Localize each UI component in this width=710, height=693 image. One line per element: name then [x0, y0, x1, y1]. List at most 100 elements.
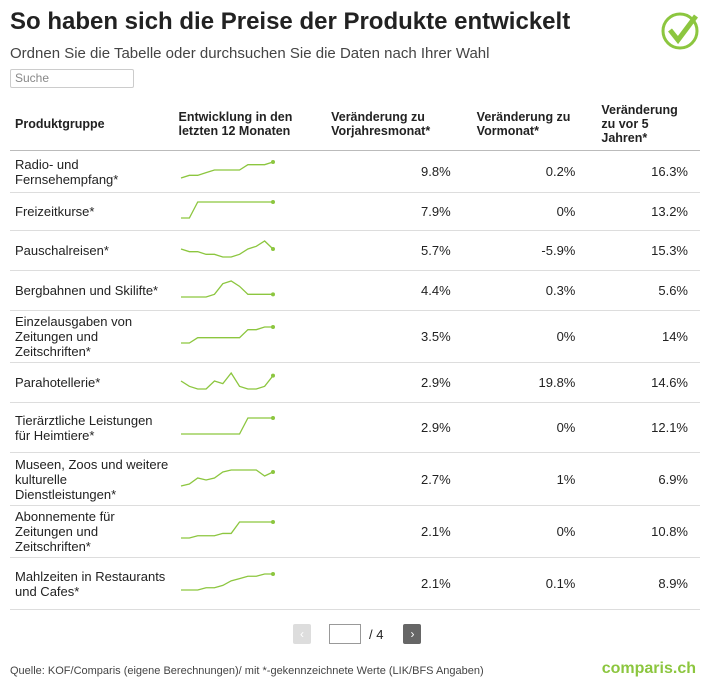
trend-cell	[173, 192, 318, 231]
trend-cell	[173, 452, 318, 506]
value-cell: 14%	[587, 310, 700, 363]
sparkline-path	[180, 326, 273, 344]
value-cell: 0.2%	[462, 150, 588, 193]
column-header: Veränderung zu vor 5 Jahren*	[587, 98, 700, 151]
sparkline-end	[270, 325, 275, 329]
trend-cell	[173, 557, 318, 610]
sparkline-end	[270, 572, 275, 576]
value-cell: 13.2%	[587, 192, 700, 231]
row: Pauschalreisen* 5.7% -5.9% 15.3%	[10, 230, 700, 271]
column-header: Veränderung zu Vormonat*	[462, 98, 588, 151]
sparkline-end	[270, 200, 275, 204]
title: So haben sich die Preise der Produkte en…	[10, 8, 571, 35]
trend-cell	[173, 505, 318, 558]
value-cell: 9.8%	[317, 150, 463, 193]
product-cell: Tierärztliche Leistungen für Heimtiere*	[10, 402, 174, 453]
table: Produktgruppe Entwicklung in den letzten …	[10, 98, 700, 610]
trend-cell	[173, 230, 318, 271]
trend-cell	[173, 150, 318, 193]
sparkline	[180, 200, 275, 219]
value-cell: 3.5%	[317, 310, 463, 363]
product-cell: Einzelausgaben von Zeitungen und Zeitsch…	[10, 310, 174, 363]
product-cell: Mahlzeiten in Restaurants und Cafes*	[10, 557, 174, 610]
sparkline	[180, 371, 275, 390]
sparkline-end	[270, 160, 275, 164]
next-button[interactable]: ›	[403, 624, 422, 644]
value-cell: 14.6%	[587, 362, 700, 403]
product-cell: Pauschalreisen*	[10, 230, 174, 271]
column-header: Produktgruppe	[10, 98, 174, 151]
product-cell: Radio- und Fernsehempfang*	[10, 150, 174, 193]
product-cell: Abonnemente für Zeitungen und Zeitschrif…	[10, 505, 174, 558]
value-cell: 5.6%	[587, 270, 700, 311]
row: Radio- und Fernsehempfang* 9.8% 0.2% 16.3%	[10, 150, 700, 193]
trend-cell	[173, 362, 318, 403]
source: Quelle: KOF/Comparis (eigene Berechnunge…	[10, 665, 484, 677]
sparkline-end	[270, 373, 275, 378]
value-cell: 0%	[462, 505, 588, 558]
sparkline	[180, 468, 275, 487]
sparkline-path	[180, 280, 273, 298]
value-cell: -5.9%	[462, 230, 588, 271]
value-cell: 15.3%	[587, 230, 700, 271]
value-cell: 0%	[462, 310, 588, 363]
column-header: Veränderung zu Vorjahresmonat*	[317, 98, 463, 151]
row: Abonnemente für Zeitungen und Zeitschrif…	[10, 505, 700, 558]
row: Parahotellerie* 2.9% 19.8% 14.6%	[10, 362, 700, 403]
value-cell: 2.1%	[317, 557, 463, 610]
value-cell: 0.3%	[462, 270, 588, 311]
sparkline-path	[180, 201, 273, 219]
sparkline-path	[180, 417, 273, 435]
sparkline	[180, 416, 275, 435]
value-cell: 10.8%	[587, 505, 700, 558]
value-cell: 5.7%	[317, 230, 463, 271]
value-cell: 1%	[462, 452, 588, 506]
sparkline-path	[180, 573, 273, 591]
value-cell: 19.8%	[462, 362, 588, 403]
value-cell: 2.1%	[317, 505, 463, 558]
trend-cell	[173, 402, 318, 453]
value-cell: 16.3%	[587, 150, 700, 193]
sparkline	[180, 325, 275, 344]
subtitle: Ordnen Sie die Tabelle oder durchsuchen …	[10, 45, 490, 62]
sparkline-end	[270, 520, 275, 524]
product-cell: Bergbahnen und Skilifte*	[10, 270, 174, 311]
sparkline-path	[180, 371, 274, 390]
trend-cell	[173, 270, 318, 311]
value-cell: 2.9%	[317, 402, 463, 453]
sparkline-path	[180, 521, 273, 539]
sparkline-end	[270, 469, 275, 474]
sparkline	[180, 160, 275, 179]
page-input[interactable]	[329, 624, 361, 644]
trend-cell	[173, 310, 318, 363]
row: Tierärztliche Leistungen für Heimtiere* 2…	[10, 402, 700, 453]
check-logo	[661, 12, 699, 50]
pagination: ‹ / 4 ›	[293, 624, 422, 644]
sparkline-path	[180, 161, 273, 179]
value-cell: 7.9%	[317, 192, 463, 231]
value-cell: 0%	[462, 192, 588, 231]
value-cell: 8.9%	[587, 557, 700, 610]
value-cell: 4.4%	[317, 270, 463, 311]
search-input[interactable]: Suche	[10, 69, 134, 88]
value-cell: 0%	[462, 402, 588, 453]
product-cell: Freizeitkurse*	[10, 192, 174, 231]
value-cell: 2.7%	[317, 452, 463, 506]
row: Museen, Zoos und weitere kulturelle Dien…	[10, 452, 700, 506]
sparkline	[180, 520, 275, 539]
value-cell: 12.1%	[587, 402, 700, 453]
row: Einzelausgaben von Zeitungen und Zeitsch…	[10, 310, 700, 363]
logo: comparis.ch	[601, 660, 696, 677]
sparkline	[180, 572, 275, 591]
product-cell: Museen, Zoos und weitere kulturelle Dien…	[10, 452, 174, 506]
sparkline-path	[180, 468, 273, 487]
sparkline-end	[270, 416, 275, 420]
sparkline-path	[180, 240, 273, 258]
prev-button[interactable]: ‹	[293, 624, 311, 644]
product-cell: Parahotellerie*	[10, 362, 174, 403]
sparkline	[180, 280, 275, 298]
column-header: Entwicklung in den letzten 12 Monaten	[173, 98, 318, 151]
value-cell: 2.9%	[317, 362, 463, 403]
value-cell: 0.1%	[462, 557, 588, 610]
